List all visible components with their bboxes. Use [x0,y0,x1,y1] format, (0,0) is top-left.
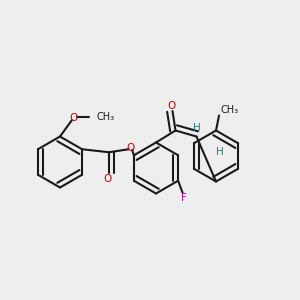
Text: O: O [126,143,134,153]
Text: H: H [193,123,201,133]
Text: CH₃: CH₃ [220,105,238,115]
Text: H: H [216,147,224,158]
Text: O: O [69,112,78,123]
Text: O: O [168,100,176,111]
Text: CH₃: CH₃ [96,112,114,122]
Text: O: O [104,174,112,184]
Text: F: F [181,193,187,203]
